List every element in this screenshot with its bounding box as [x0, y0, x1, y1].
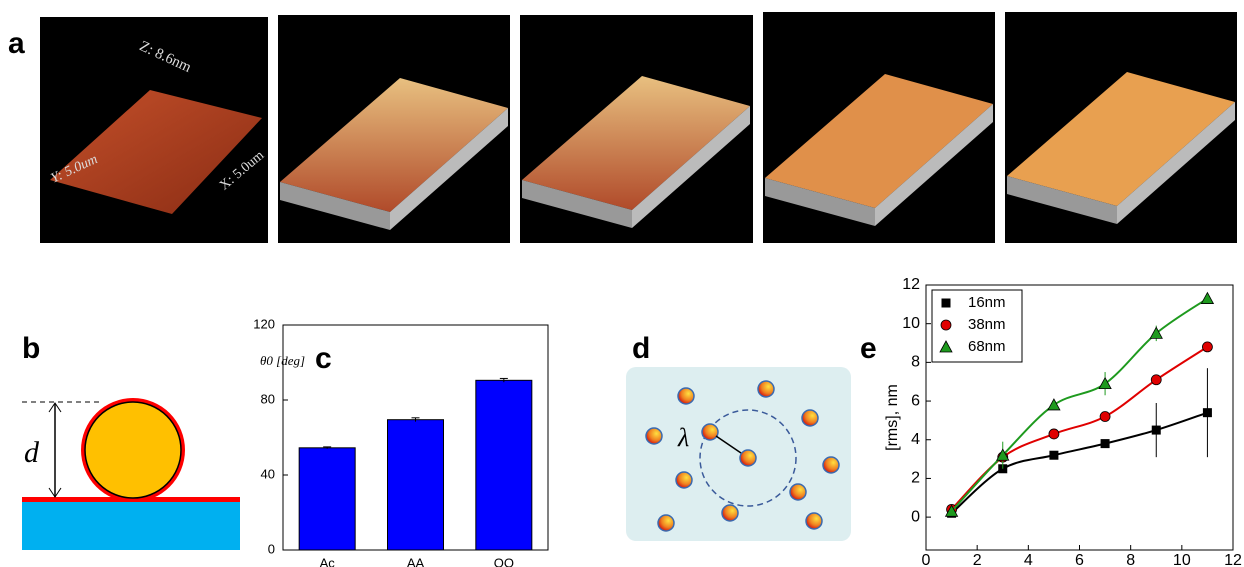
figure: a Z: 8.6nm Y: 5.0um X: 5.0um b d d: [0, 0, 1244, 567]
marker: [1152, 426, 1161, 435]
y-tick-label: 120: [253, 316, 275, 331]
y-tick-label: 4: [911, 431, 920, 448]
marker: [941, 320, 951, 330]
marker: [1151, 375, 1161, 385]
y-axis-label: θ0 [deg]: [260, 353, 305, 368]
fit-line: [952, 347, 1208, 509]
marker: [1101, 439, 1110, 448]
x-tick-label: 10: [1173, 552, 1191, 567]
x-tick-label: OO: [494, 555, 514, 567]
y-axis-label: [rms], nm: [884, 384, 901, 451]
y-tick-label: 12: [902, 276, 920, 293]
x-tick-label: Ac: [320, 555, 336, 567]
y-tick-label: 2: [911, 470, 920, 487]
spacing-symbol: λ: [677, 423, 689, 452]
x-tick-label: 4: [1024, 552, 1033, 567]
bar: [299, 448, 355, 550]
legend-label: 68nm: [968, 338, 1006, 355]
y-tick-label: 0: [268, 541, 275, 556]
fit-line: [952, 413, 1208, 514]
x-tick-label: 8: [1126, 552, 1135, 567]
marker: [1048, 399, 1060, 410]
bar: [388, 420, 444, 550]
bar: [476, 380, 532, 550]
x-tick-label: 6: [1075, 552, 1084, 567]
y-tick-label: 6: [911, 392, 920, 409]
panel-label: b: [22, 332, 40, 365]
x-tick-label: 0: [922, 552, 931, 567]
panel-label: d: [632, 332, 650, 365]
marker: [1201, 293, 1213, 304]
marker: [1203, 408, 1212, 417]
marker: [1100, 412, 1110, 422]
y-tick-label: 8: [911, 354, 920, 371]
distance-symbol: d: [24, 436, 40, 469]
x-tick-label: 2: [973, 552, 982, 567]
y-tick-label: 10: [902, 315, 920, 332]
x-tick-label: AA: [407, 555, 425, 567]
panel-label: a: [8, 27, 25, 60]
droplet-diagram: d: [22, 398, 240, 550]
y-tick-label: 0: [911, 508, 920, 525]
marker: [942, 299, 951, 308]
panel-label: e: [860, 332, 877, 365]
y-tick-label: 80: [261, 391, 275, 406]
marker: [1202, 342, 1212, 352]
marker: [1049, 451, 1058, 460]
x-tick-label: 12: [1224, 552, 1242, 567]
panel-label: c: [315, 342, 332, 375]
legend-label: 16nm: [968, 294, 1006, 311]
marker: [1049, 429, 1059, 439]
afm-images: Z: 8.6nm Y: 5.0um X: 5.0um: [40, 12, 1237, 243]
particle-diagram: λ: [626, 367, 851, 541]
y-tick-label: 40: [261, 466, 275, 481]
legend-label: 38nm: [968, 316, 1006, 333]
